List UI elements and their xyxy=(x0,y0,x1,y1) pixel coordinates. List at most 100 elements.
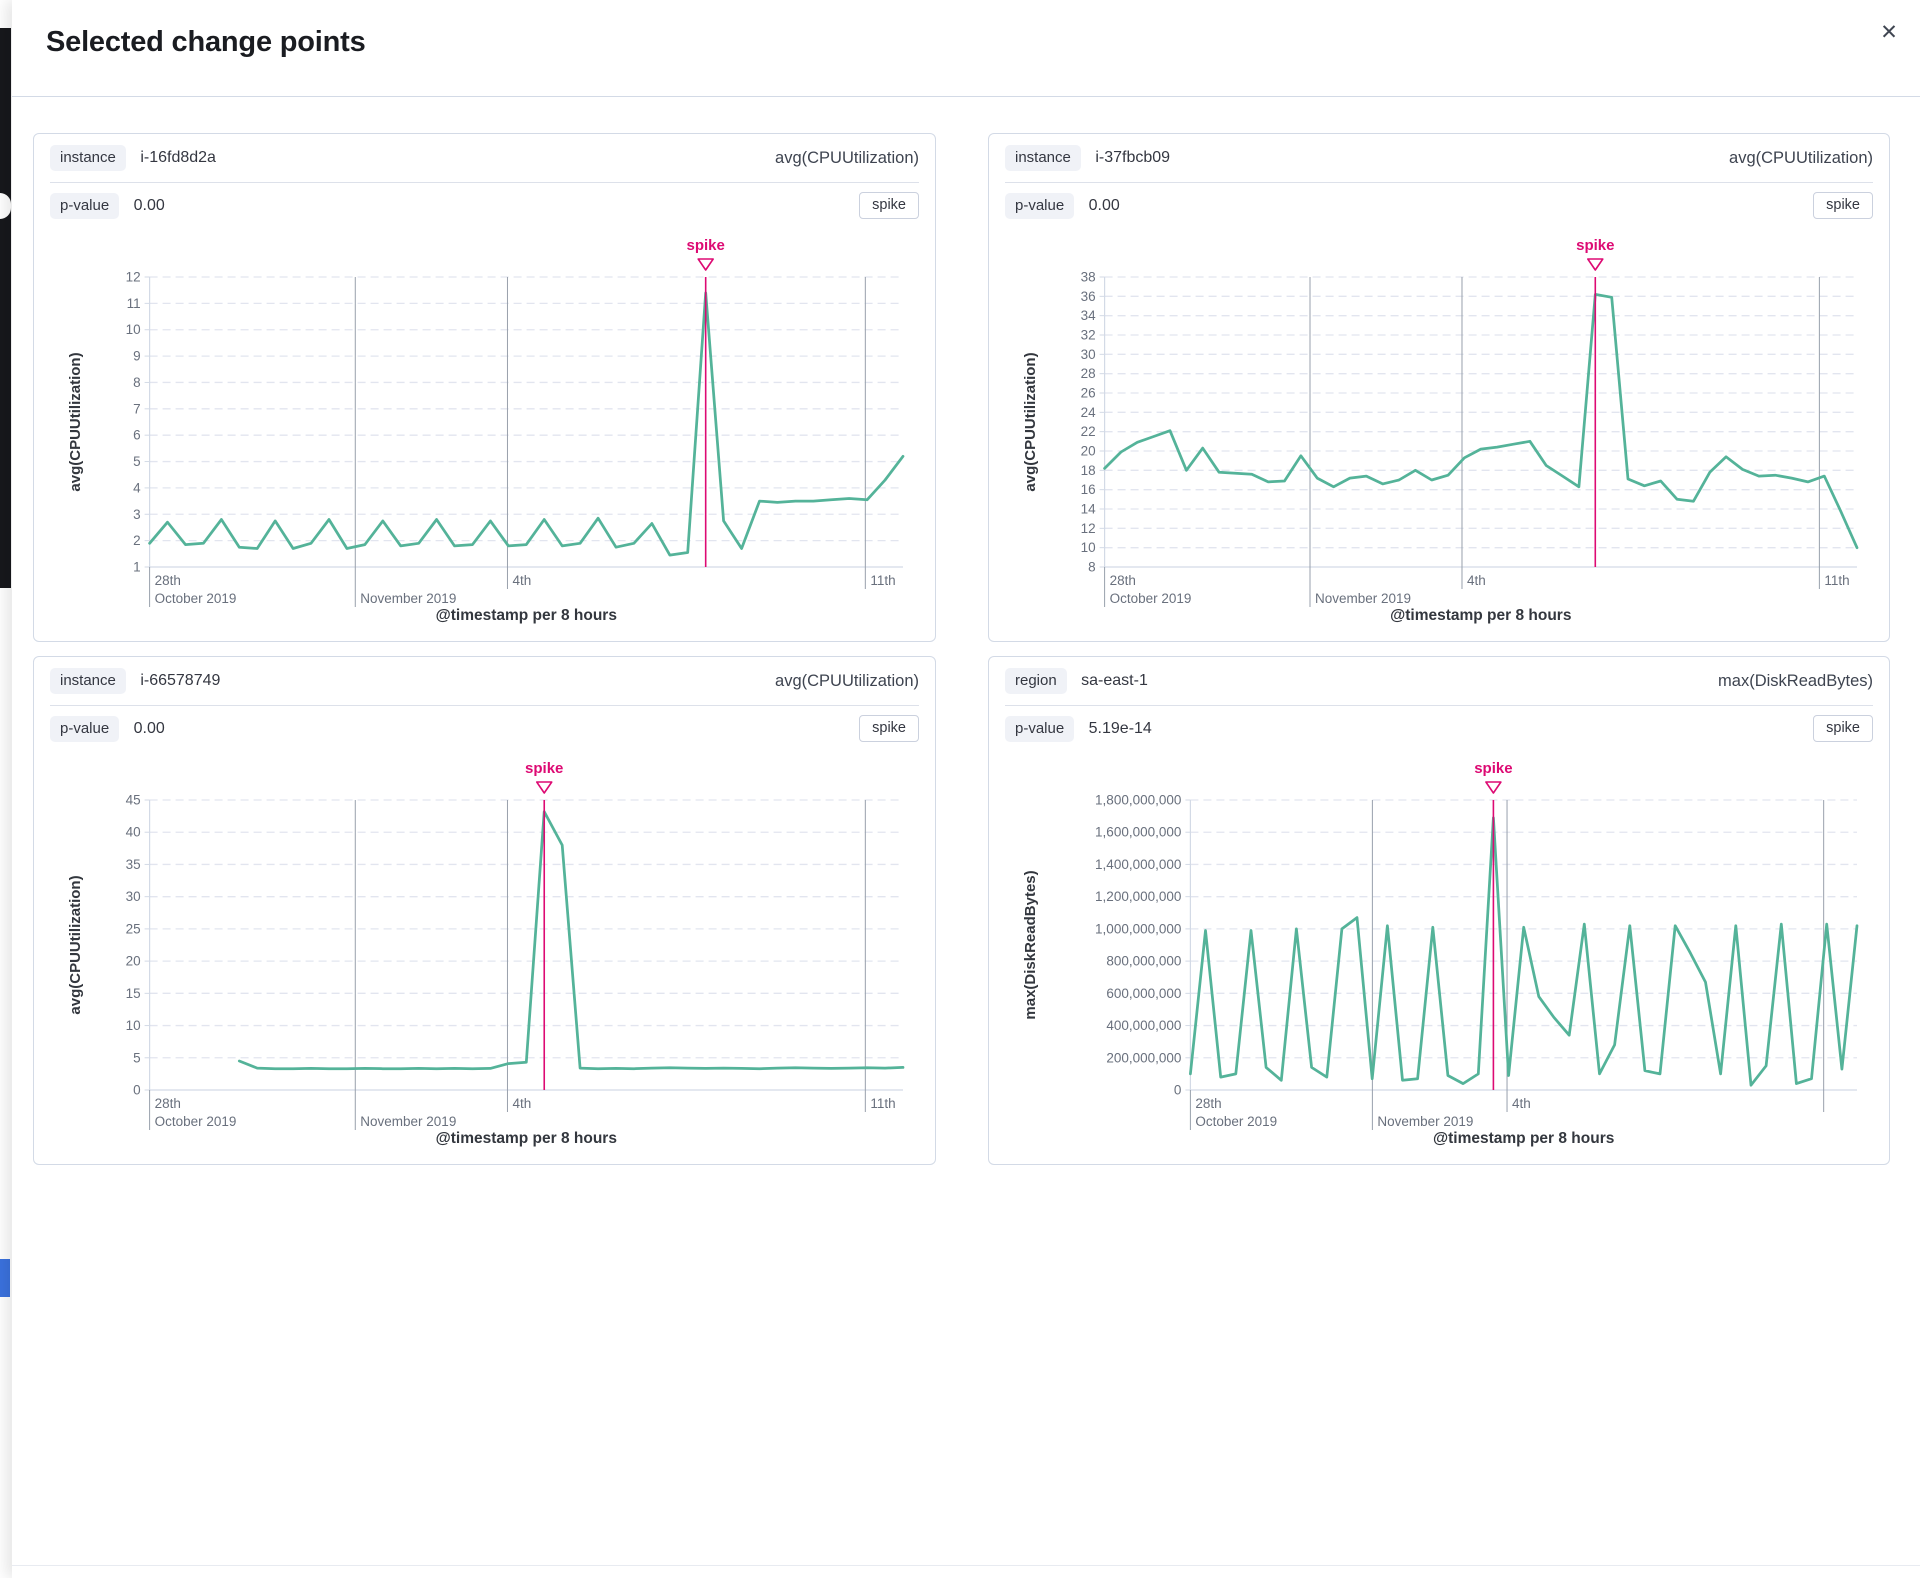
chart-svg: avg(CPUUtilization) 45 40 35 30 25 20 15 10 5 0 28t… xyxy=(67,760,905,1147)
pvalue-badge: p-value xyxy=(1005,715,1075,742)
change-point-panel-3: instance i-66578749 avg(CPUUtilization) … xyxy=(33,656,936,1165)
panel-pvalue-row: p-value 0.00 spike xyxy=(989,183,1889,229)
svg-text:2: 2 xyxy=(133,533,141,548)
panel-header-row: instance i-66578749 avg(CPUUtilization) xyxy=(34,657,935,705)
svg-text:16: 16 xyxy=(1081,482,1096,497)
svg-text:October 2019: October 2019 xyxy=(1195,1114,1277,1129)
svg-text:spike: spike xyxy=(1576,237,1614,254)
change-point-panel-4: region sa-east-1 max(DiskReadBytes) p-va… xyxy=(988,656,1890,1165)
change-point-chart[interactable]: max(DiskReadBytes) 1,800,000,000 1,600,000… xyxy=(1005,754,1873,1154)
field-name-badge: instance xyxy=(50,668,126,694)
aggregation-label: max(DiskReadBytes) xyxy=(1718,671,1873,690)
svg-text:28th: 28th xyxy=(1110,573,1136,588)
panel-pvalue-row: p-value 0.00 spike xyxy=(34,183,935,229)
svg-text:October 2019: October 2019 xyxy=(155,1114,237,1129)
flyout-footer-divider xyxy=(12,1565,1920,1566)
svg-text:10: 10 xyxy=(126,322,141,337)
svg-text:10: 10 xyxy=(1081,540,1096,555)
svg-text:800,000,000: 800,000,000 xyxy=(1106,954,1181,969)
svg-text:30: 30 xyxy=(126,889,141,904)
change-point-chart[interactable]: avg(CPUUtilization) 38 36 34 32 30 28 26 24 22 20 1… xyxy=(1005,231,1873,631)
svg-text:@timestamp per 8 hours: @timestamp per 8 hours xyxy=(436,607,617,624)
field-value: i-16fd8d2a xyxy=(140,149,216,166)
svg-text:9: 9 xyxy=(133,349,141,364)
aggregation-label: avg(CPUUtilization) xyxy=(775,671,919,690)
field-name-badge: instance xyxy=(50,145,126,171)
pvalue-group: p-value 5.19e-14 xyxy=(1005,715,1152,742)
chart-svg: max(DiskReadBytes) 1,800,000,000 1,600,000… xyxy=(1022,760,1859,1147)
change-point-chart[interactable]: avg(CPUUtilization) 12 11 10 9 8 7 6 5 4 3 2 1 28th Oc… xyxy=(50,231,919,631)
svg-text:40: 40 xyxy=(126,825,141,840)
panel-header-row: instance i-16fd8d2a avg(CPUUtilization) xyxy=(34,134,935,182)
svg-text:18: 18 xyxy=(1081,463,1096,478)
field-group: instance i-16fd8d2a xyxy=(50,145,216,171)
svg-text:38: 38 xyxy=(1081,270,1096,285)
svg-text:avg(CPUUtilization): avg(CPUUtilization) xyxy=(67,352,84,491)
divider xyxy=(1005,182,1873,183)
change-point-type-badge: spike xyxy=(1813,715,1873,742)
svg-text:avg(CPUUtilization): avg(CPUUtilization) xyxy=(1022,352,1039,491)
svg-text:November 2019: November 2019 xyxy=(360,591,456,606)
background-collapse-button xyxy=(0,193,11,219)
aggregation-label: avg(CPUUtilization) xyxy=(1729,148,1873,167)
pvalue-group: p-value 0.00 xyxy=(50,192,165,219)
svg-text:28th: 28th xyxy=(155,1096,181,1111)
svg-text:5: 5 xyxy=(133,1050,141,1065)
svg-text:22: 22 xyxy=(1081,424,1096,439)
field-value: i-37fbcb09 xyxy=(1095,149,1171,166)
svg-text:7: 7 xyxy=(133,401,141,416)
pvalue-group: p-value 0.00 xyxy=(1005,192,1120,219)
svg-text:1,800,000,000: 1,800,000,000 xyxy=(1095,793,1181,808)
svg-text:November 2019: November 2019 xyxy=(1315,591,1411,606)
svg-text:avg(CPUUtilization): avg(CPUUtilization) xyxy=(67,875,84,1014)
chart-svg: avg(CPUUtilization) 38 36 34 32 30 28 26 24 22 20 1… xyxy=(1022,237,1859,624)
svg-text:8: 8 xyxy=(133,375,141,390)
page-title: Selected change points xyxy=(46,26,366,58)
background-page-edge xyxy=(0,28,11,588)
pvalue-badge: p-value xyxy=(1005,192,1075,219)
chart-svg: avg(CPUUtilization) 12 11 10 9 8 7 6 5 4 3 2 1 28th Oc… xyxy=(67,237,905,624)
svg-text:35: 35 xyxy=(126,857,141,872)
svg-text:4th: 4th xyxy=(1467,573,1486,588)
svg-text:spike: spike xyxy=(525,760,563,777)
svg-text:0: 0 xyxy=(1174,1083,1182,1098)
panels-grid: instance i-16fd8d2a avg(CPUUtilization) … xyxy=(12,97,1920,1165)
change-points-flyout: Selected change points ✕ instance i-16fd… xyxy=(12,0,1920,1578)
pvalue-value: 5.19e-14 xyxy=(1088,719,1152,737)
field-value: i-66578749 xyxy=(140,672,221,689)
svg-text:@timestamp per 8 hours: @timestamp per 8 hours xyxy=(436,1130,617,1147)
svg-text:0: 0 xyxy=(133,1083,141,1098)
panel-header-row: instance i-37fbcb09 avg(CPUUtilization) xyxy=(989,134,1889,182)
svg-text:5: 5 xyxy=(133,454,141,469)
svg-text:4th: 4th xyxy=(512,573,531,588)
panel-header-row: region sa-east-1 max(DiskReadBytes) xyxy=(989,657,1889,705)
change-point-type-badge: spike xyxy=(859,192,919,219)
svg-text:October 2019: October 2019 xyxy=(155,591,237,606)
flyout-header: Selected change points ✕ xyxy=(12,0,1920,97)
svg-text:4th: 4th xyxy=(512,1096,531,1111)
pvalue-value: 0.00 xyxy=(133,196,165,214)
change-point-chart[interactable]: avg(CPUUtilization) 45 40 35 30 25 20 15 10 5 0 28t… xyxy=(50,754,919,1154)
close-icon[interactable]: ✕ xyxy=(1872,16,1906,50)
field-name-badge: instance xyxy=(1005,145,1081,171)
svg-text:spike: spike xyxy=(687,237,725,254)
svg-text:28th: 28th xyxy=(1195,1096,1221,1111)
svg-text:November 2019: November 2019 xyxy=(360,1114,456,1129)
svg-text:36: 36 xyxy=(1081,289,1096,304)
change-point-panel-2: instance i-37fbcb09 avg(CPUUtilization) … xyxy=(988,133,1890,642)
svg-text:11: 11 xyxy=(127,296,141,311)
svg-text:6: 6 xyxy=(133,428,141,443)
svg-text:14: 14 xyxy=(1081,502,1097,517)
svg-text:20: 20 xyxy=(126,954,141,969)
svg-text:10: 10 xyxy=(126,1018,141,1033)
svg-text:8: 8 xyxy=(1088,560,1096,575)
svg-text:1,400,000,000: 1,400,000,000 xyxy=(1095,857,1181,872)
aggregation-label: avg(CPUUtilization) xyxy=(775,148,919,167)
svg-text:30: 30 xyxy=(1081,347,1096,362)
change-point-type-badge: spike xyxy=(1813,192,1873,219)
pvalue-badge: p-value xyxy=(50,715,120,742)
field-value: sa-east-1 xyxy=(1081,672,1148,689)
svg-text:32: 32 xyxy=(1081,328,1096,343)
field-group: instance i-37fbcb09 xyxy=(1005,145,1170,171)
svg-text:4th: 4th xyxy=(1512,1096,1531,1111)
